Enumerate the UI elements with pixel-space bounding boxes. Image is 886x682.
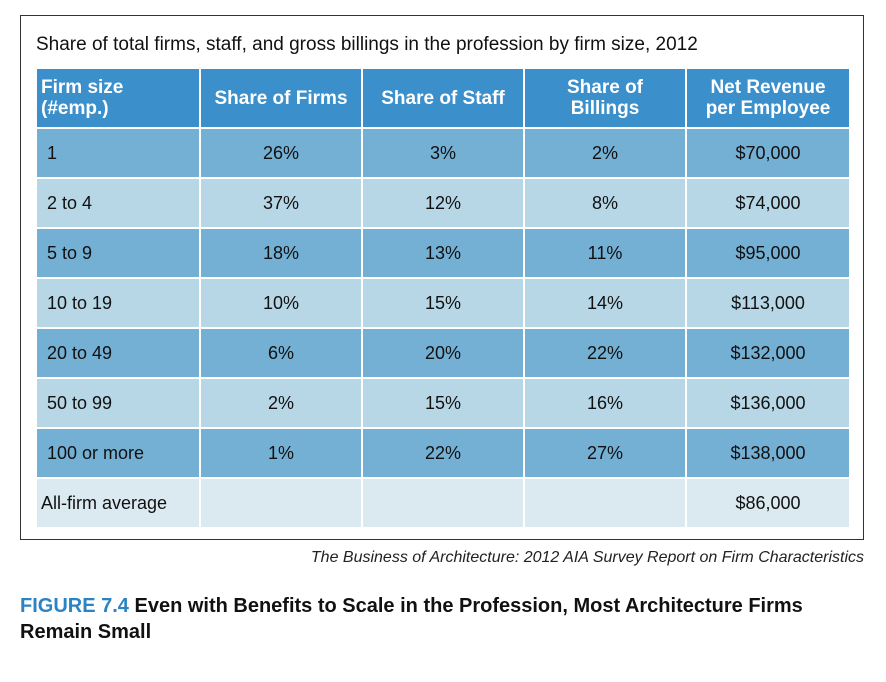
firm-size-cell: 2 to 4: [35, 177, 201, 229]
column-header-line: Billings: [570, 98, 640, 119]
value-cell: 1%: [199, 427, 363, 479]
value-cell: 12%: [361, 177, 525, 229]
value-cell: 22%: [523, 327, 687, 379]
value-cell: 14%: [523, 277, 687, 329]
value-cell: [199, 477, 363, 529]
value-cell: 11%: [523, 227, 687, 279]
value-cell: 15%: [361, 277, 525, 329]
value-cell: 6%: [199, 327, 363, 379]
column-header: Net Revenue per Employee: [685, 67, 851, 129]
table-row: 50 to 99 2% 15% 16% $136,000: [35, 377, 851, 429]
column-header-line: Firm size: [41, 77, 124, 98]
table-row: 1 26% 3% 2% $70,000: [35, 127, 851, 179]
value-cell: $136,000: [685, 377, 851, 429]
table-header-row: Firm size (#emp.) Share of Firms Share of S…: [35, 67, 851, 129]
value-cell: 26%: [199, 127, 363, 179]
firm-size-cell: 1: [35, 127, 201, 179]
value-cell: $86,000: [685, 477, 851, 529]
table-row: 20 to 49 6% 20% 22% $132,000: [35, 327, 851, 379]
firm-size-cell: 50 to 99: [35, 377, 201, 429]
firm-size-cell: 20 to 49: [35, 327, 201, 379]
table-row: 2 to 4 37% 12% 8% $74,000: [35, 177, 851, 229]
column-header-line: per Employee: [705, 98, 831, 119]
average-row: All-firm average $86,000: [35, 477, 851, 529]
firm-size-cell: All-firm average: [35, 477, 201, 529]
value-cell: 20%: [361, 327, 525, 379]
value-cell: 16%: [523, 377, 687, 429]
figure-caption: FIGURE 7.4 Even with Benefits to Scale i…: [20, 593, 860, 645]
column-header-line: Share of: [566, 77, 644, 98]
value-cell: $95,000: [685, 227, 851, 279]
column-header: Share of Billings: [523, 67, 687, 129]
column-header-line: Share of Firms: [214, 87, 348, 109]
value-cell: 13%: [361, 227, 525, 279]
value-cell: 8%: [523, 177, 687, 229]
table-row: 10 to 19 10% 15% 14% $113,000: [35, 277, 851, 329]
value-cell: 37%: [199, 177, 363, 229]
value-cell: 15%: [361, 377, 525, 429]
table-row: 100 or more 1% 22% 27% $138,000: [35, 427, 851, 479]
value-cell: [523, 477, 687, 529]
value-cell: 27%: [523, 427, 687, 479]
firm-size-table: Firm size (#emp.) Share of Firms Share of S…: [35, 67, 851, 529]
firm-size-cell: 10 to 19: [35, 277, 201, 329]
value-cell: $132,000: [685, 327, 851, 379]
value-cell: 2%: [199, 377, 363, 429]
table-row: 5 to 9 18% 13% 11% $95,000: [35, 227, 851, 279]
table-frame: [20, 15, 864, 540]
firm-size-cell: 5 to 9: [35, 227, 201, 279]
value-cell: 2%: [523, 127, 687, 179]
column-header: Firm size (#emp.): [35, 67, 201, 129]
value-cell: $70,000: [685, 127, 851, 179]
table-title: Share of total firms, staff, and gross b…: [36, 34, 698, 55]
column-header: Share of Firms: [199, 67, 363, 129]
table-body: 1 26% 3% 2% $70,000 2 to 4 37% 12% 8% $74,000 5 to…: [35, 127, 851, 529]
value-cell: 18%: [199, 227, 363, 279]
firm-size-cell: 100 or more: [35, 427, 201, 479]
column-header-line: Net Revenue: [710, 77, 826, 98]
value-cell: $138,000: [685, 427, 851, 479]
value-cell: [361, 477, 525, 529]
source-citation: The Business of Architecture: 2012 AIA S…: [310, 549, 864, 566]
column-header-line: (#emp.): [41, 98, 109, 119]
column-header-line: Share of Staff: [381, 87, 505, 109]
column-header: Share of Staff: [361, 67, 525, 129]
figure-caption-text: Even with Benefits to Scale in the Profe…: [20, 595, 803, 643]
value-cell: 3%: [361, 127, 525, 179]
figure-number: FIGURE 7.4: [20, 595, 129, 617]
value-cell: $74,000: [685, 177, 851, 229]
value-cell: 22%: [361, 427, 525, 479]
value-cell: $113,000: [685, 277, 851, 329]
value-cell: 10%: [199, 277, 363, 329]
